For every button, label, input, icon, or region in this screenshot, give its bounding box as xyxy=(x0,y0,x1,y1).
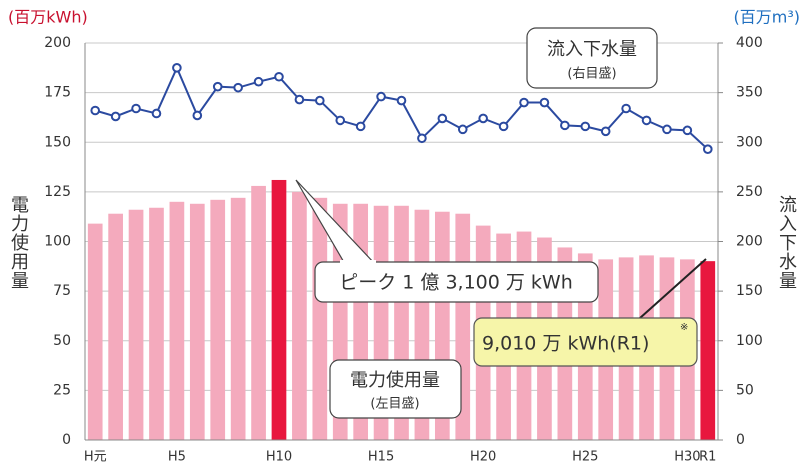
peak-joint xyxy=(340,260,376,265)
bar-legend-note: (左目盛) xyxy=(370,397,419,412)
line-marker xyxy=(641,115,652,126)
line-marker xyxy=(457,124,468,135)
bar xyxy=(189,203,205,440)
peak-box xyxy=(314,261,599,303)
line-marker xyxy=(396,95,407,106)
y-tick-label: 200 xyxy=(44,35,71,51)
line-marker xyxy=(519,97,529,108)
bar xyxy=(230,197,246,440)
line-marker xyxy=(294,94,305,105)
line-legend-box xyxy=(526,27,658,89)
line-marker xyxy=(131,103,141,114)
y-tick-label: 125 xyxy=(44,184,71,200)
bar xyxy=(271,179,287,440)
x-tick-label: H10 xyxy=(266,450,292,465)
latest-box xyxy=(473,317,698,367)
y2-label: 流入下水量 xyxy=(776,195,797,290)
y-tick-label: 100 xyxy=(44,234,71,250)
y-tick-label: 0 xyxy=(62,432,71,448)
y-tick-label: 50 xyxy=(53,333,71,349)
line-marker xyxy=(110,111,121,122)
y2-tick-label: 50 xyxy=(736,382,754,398)
line-marker xyxy=(600,126,611,137)
line-marker xyxy=(212,81,223,92)
line-legend-note: (右目盛) xyxy=(567,67,616,82)
x-tick-label: R1 xyxy=(699,450,716,465)
line-marker xyxy=(192,110,203,121)
x-tick-label: H25 xyxy=(572,450,598,465)
y-label: 電力使用量 xyxy=(8,195,29,290)
line-marker xyxy=(498,121,509,132)
y2-tick-label: 100 xyxy=(736,333,763,349)
line-marker xyxy=(539,97,550,108)
line-layer xyxy=(90,63,713,154)
line-marker xyxy=(274,71,284,82)
y2-tick-label: 150 xyxy=(736,283,763,299)
y2-tick-label: 200 xyxy=(736,234,763,250)
bar-legend-name: 電力使用量 xyxy=(350,370,440,391)
line-marker xyxy=(233,82,243,93)
line-marker xyxy=(172,63,182,73)
bar xyxy=(210,199,226,440)
y-tick-label: 25 xyxy=(53,382,71,398)
x-tick-label: H15 xyxy=(368,450,394,465)
bar xyxy=(292,191,307,440)
y2-tick-label: 400 xyxy=(736,35,763,51)
bar xyxy=(312,197,328,440)
x-tick-label: H5 xyxy=(168,450,186,465)
line-marker xyxy=(90,105,101,116)
x-tick-label: H30 xyxy=(674,450,700,465)
line-marker xyxy=(682,125,693,136)
x-tick-label: H20 xyxy=(470,450,496,465)
line-marker xyxy=(662,124,672,135)
bar xyxy=(251,185,266,440)
y2-tick-label: 250 xyxy=(736,184,763,200)
y-unit: (百万kWh) xyxy=(8,8,88,27)
line-marker xyxy=(580,121,591,132)
latest-label: 9,010 万 kWh(R1) xyxy=(482,333,649,355)
y-tick-label: 150 xyxy=(44,134,71,150)
line-marker xyxy=(151,108,162,119)
line-marker xyxy=(335,115,346,126)
y2-tick-label: 0 xyxy=(736,432,745,448)
x-tick-label: H元 xyxy=(84,450,107,465)
peak-label: ピーク 1 億 3,100 万 kWh xyxy=(339,272,573,294)
line-marker xyxy=(253,76,264,87)
line-marker xyxy=(355,121,366,132)
bar xyxy=(128,209,144,440)
y2-unit: (百万m³) xyxy=(734,8,801,27)
y-tick-label: 175 xyxy=(44,85,71,101)
line-marker xyxy=(315,95,325,106)
line-marker xyxy=(437,113,448,124)
bar xyxy=(149,207,164,440)
line-legend-name: 流入下水量 xyxy=(547,39,637,60)
latest-mark: ※ xyxy=(680,322,688,333)
bar xyxy=(169,201,185,440)
y2-tick-label: 300 xyxy=(736,134,763,150)
line-marker xyxy=(560,120,570,131)
y-tick-label: 75 xyxy=(53,283,71,299)
line-marker xyxy=(417,133,427,144)
line-marker xyxy=(478,113,488,124)
line-marker xyxy=(621,103,631,114)
line-marker xyxy=(376,91,386,102)
line-marker xyxy=(702,144,713,154)
bar-legend-box xyxy=(329,359,462,419)
bar xyxy=(108,213,123,440)
bar xyxy=(87,223,103,440)
y2-tick-label: 350 xyxy=(736,85,763,101)
latest-pointer xyxy=(639,258,707,319)
bar xyxy=(700,261,716,440)
